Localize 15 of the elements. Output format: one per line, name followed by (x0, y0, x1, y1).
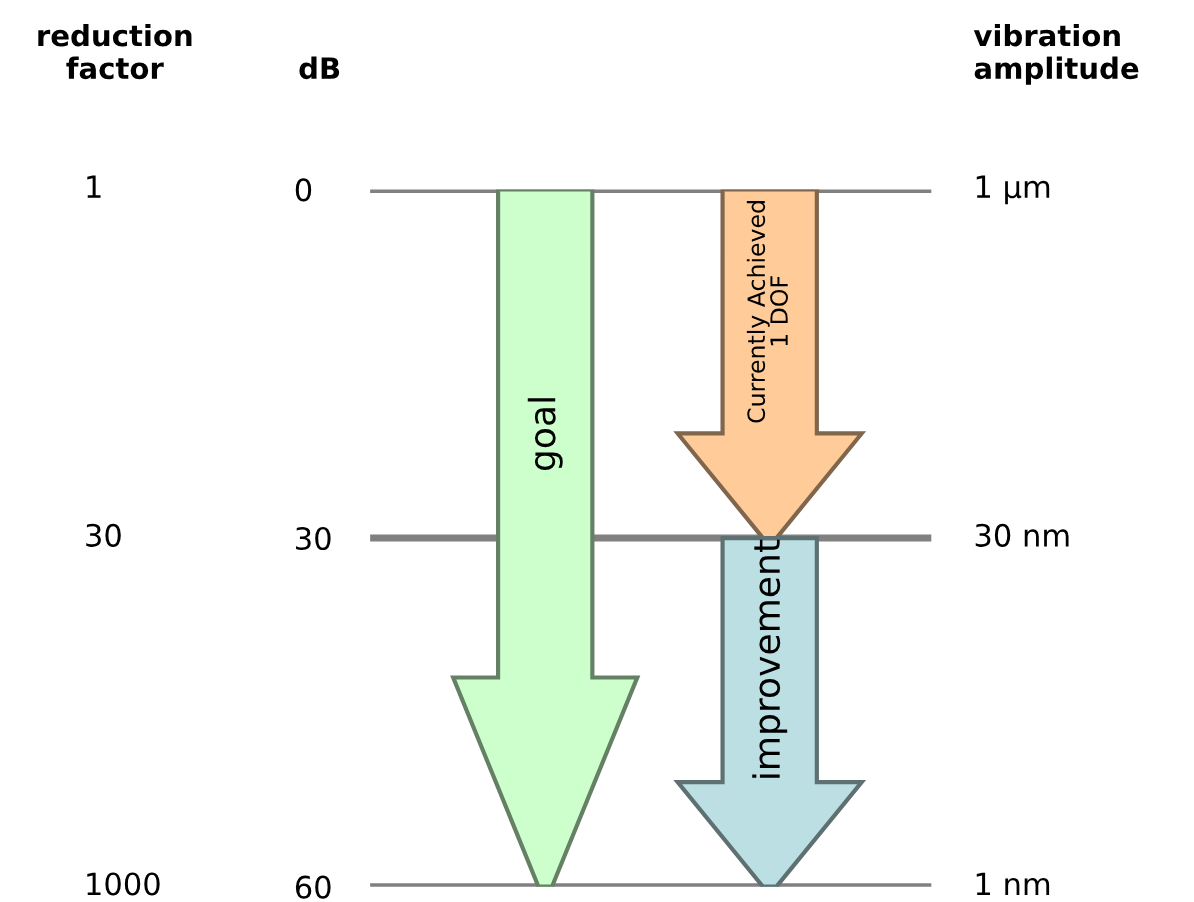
text: 30 (86, 523, 121, 547)
y-tick-label: 60 (295, 875, 331, 899)
y-tick-label: 0 (295, 178, 312, 202)
text: 30 nm (975, 523, 1069, 547)
series-label: goal (527, 398, 563, 471)
y-tick-label: 30 (296, 526, 331, 551)
series-label: improvement (752, 539, 788, 778)
text: 1 (87, 175, 101, 198)
text: reduction factor (38, 23, 192, 80)
text: 1000 (87, 872, 160, 896)
y-axis-title: dB (299, 56, 340, 80)
text: vibration amplitude (973, 23, 1139, 85)
text: 1 µm (976, 175, 1050, 205)
series-label: Currently Achieved 1 DOF (746, 201, 788, 423)
text: 1 nm (976, 872, 1050, 896)
